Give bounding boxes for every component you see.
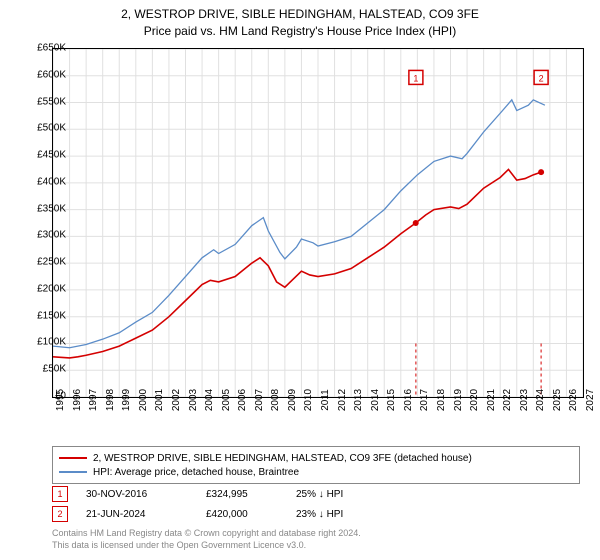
xtick-label: 2026	[568, 389, 579, 411]
sale-delta-2: 23% ↓ HPI	[296, 509, 386, 520]
xtick-label: 1998	[105, 389, 116, 411]
xtick-label: 1999	[121, 389, 132, 411]
ytick-label: £600K	[37, 69, 66, 80]
sale-date-2: 21-JUN-2024	[86, 509, 206, 520]
xtick-label: 2011	[320, 389, 331, 411]
xtick-label: 2013	[353, 389, 364, 411]
ytick-label: £400K	[37, 176, 66, 187]
xtick-label: 1997	[88, 389, 99, 411]
legend-row-1: 2, WESTROP DRIVE, SIBLE HEDINGHAM, HALST…	[59, 451, 573, 465]
xtick-label: 1995	[55, 389, 66, 411]
xtick-label: 2021	[486, 389, 497, 411]
xtick-label: 2018	[436, 389, 447, 411]
xtick-label: 2004	[204, 389, 215, 411]
svg-text:2: 2	[539, 73, 544, 83]
sale-price-1: £324,995	[206, 489, 296, 500]
xtick-label: 2027	[585, 389, 596, 411]
xtick-label: 2016	[403, 389, 414, 411]
ytick-label: £300K	[37, 230, 66, 241]
xtick-label: 2010	[303, 389, 314, 411]
legend-swatch-2	[59, 471, 87, 473]
sales-row-1: 1 30-NOV-2016 £324,995 25% ↓ HPI	[52, 484, 386, 504]
xtick-label: 2007	[254, 389, 265, 411]
xtick-label: 2023	[519, 389, 530, 411]
ytick-label: £250K	[37, 257, 66, 268]
xtick-label: 2000	[138, 389, 149, 411]
xtick-label: 2005	[221, 389, 232, 411]
xtick-label: 2017	[419, 389, 430, 411]
sale-date-1: 30-NOV-2016	[86, 489, 206, 500]
xtick-label: 1996	[72, 389, 83, 411]
xtick-label: 2012	[337, 389, 348, 411]
chart-svg: 12	[53, 49, 583, 397]
ytick-label: £50K	[43, 364, 66, 375]
legend-label-1: 2, WESTROP DRIVE, SIBLE HEDINGHAM, HALST…	[93, 453, 472, 464]
title-line-1: 2, WESTROP DRIVE, SIBLE HEDINGHAM, HALST…	[0, 6, 600, 23]
xtick-label: 2001	[154, 389, 165, 411]
xtick-label: 2002	[171, 389, 182, 411]
xtick-label: 2020	[469, 389, 480, 411]
ytick-label: £100K	[37, 337, 66, 348]
legend-row-2: HPI: Average price, detached house, Brai…	[59, 465, 573, 479]
marker-badge-1: 1	[52, 486, 68, 502]
sale-price-2: £420,000	[206, 509, 296, 520]
xtick-label: 2008	[270, 389, 281, 411]
legend-label-2: HPI: Average price, detached house, Brai…	[93, 467, 299, 478]
ytick-label: £150K	[37, 310, 66, 321]
title-line-2: Price paid vs. HM Land Registry's House …	[0, 23, 600, 40]
footer-line-1: Contains HM Land Registry data © Crown c…	[52, 528, 361, 540]
chart-container: 2, WESTROP DRIVE, SIBLE HEDINGHAM, HALST…	[0, 0, 600, 560]
svg-text:1: 1	[413, 73, 418, 83]
xtick-label: 2025	[552, 389, 563, 411]
plot-area: 12	[52, 48, 584, 398]
legend: 2, WESTROP DRIVE, SIBLE HEDINGHAM, HALST…	[52, 446, 580, 484]
xtick-label: 2015	[386, 389, 397, 411]
ytick-label: £350K	[37, 203, 66, 214]
footer-line-2: This data is licensed under the Open Gov…	[52, 540, 361, 552]
ytick-label: £550K	[37, 96, 66, 107]
ytick-label: £650K	[37, 43, 66, 54]
sales-table: 1 30-NOV-2016 £324,995 25% ↓ HPI 2 21-JU…	[52, 484, 386, 524]
xtick-label: 2019	[453, 389, 464, 411]
chart-title: 2, WESTROP DRIVE, SIBLE HEDINGHAM, HALST…	[0, 0, 600, 40]
xtick-label: 2022	[502, 389, 513, 411]
ytick-label: £200K	[37, 283, 66, 294]
xtick-label: 2014	[370, 389, 381, 411]
sale-delta-1: 25% ↓ HPI	[296, 489, 386, 500]
footer-attribution: Contains HM Land Registry data © Crown c…	[52, 528, 361, 551]
xtick-label: 2024	[535, 389, 546, 411]
xtick-label: 2003	[188, 389, 199, 411]
marker-badge-2: 2	[52, 506, 68, 522]
xtick-label: 2006	[237, 389, 248, 411]
xtick-label: 2009	[287, 389, 298, 411]
legend-swatch-1	[59, 457, 87, 459]
sales-row-2: 2 21-JUN-2024 £420,000 23% ↓ HPI	[52, 504, 386, 524]
ytick-label: £500K	[37, 123, 66, 134]
ytick-label: £450K	[37, 150, 66, 161]
